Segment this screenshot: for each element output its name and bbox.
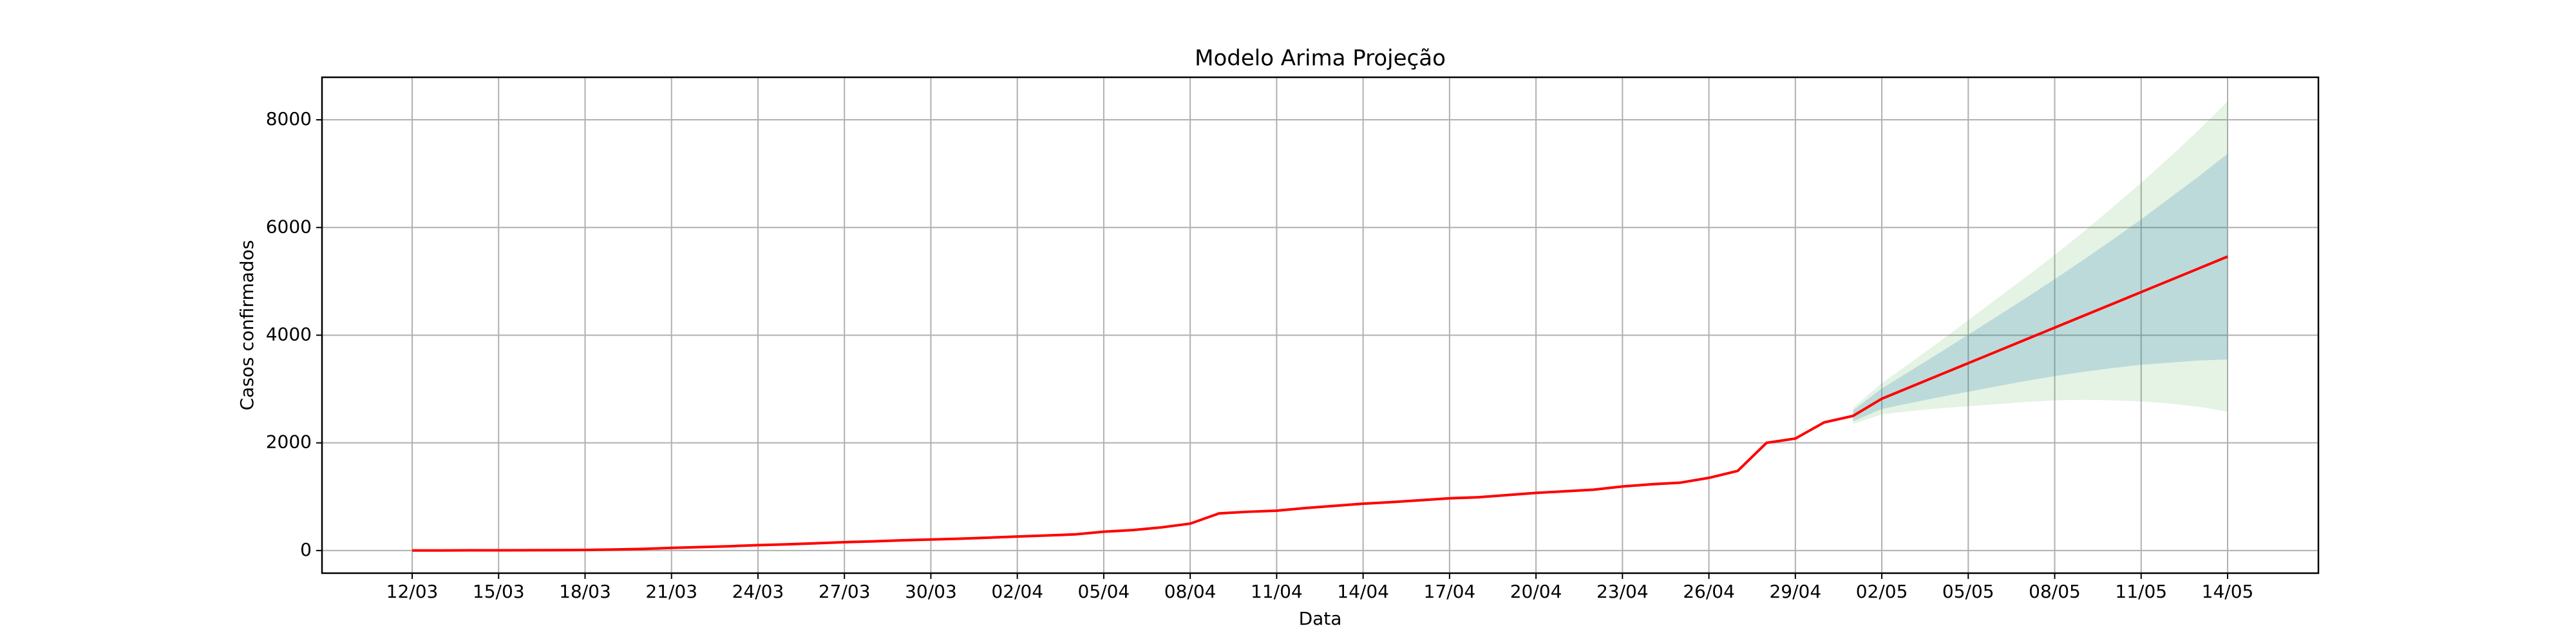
x-tick-label: 18/03: [559, 581, 611, 602]
x-tick-label: 24/03: [732, 581, 784, 602]
x-tick-label: 05/05: [1942, 581, 1994, 602]
line: [412, 255, 2228, 552]
chart-title: Modelo Arima Projeção: [1195, 46, 1446, 71]
y-axis-label: Casos confirmados: [236, 240, 258, 411]
x-tick-label: 08/05: [2029, 581, 2081, 602]
x-tick-label: 30/03: [905, 581, 957, 602]
x-tick-label: 14/04: [1337, 581, 1389, 602]
x-tick-label: 05/04: [1078, 581, 1130, 602]
x-tick-label: 15/03: [473, 581, 525, 602]
x-tick-label: 26/04: [1683, 581, 1735, 602]
x-tick-label: 08/04: [1164, 581, 1217, 602]
x-axis-label: Data: [1299, 608, 1342, 629]
x-tick-label: 29/04: [1769, 581, 1821, 602]
x-tick-label: 14/05: [2202, 581, 2254, 602]
x-tick-label: 27/03: [819, 581, 871, 602]
y-tick-label: 6000: [266, 216, 312, 237]
plot-frame: [321, 76, 2320, 574]
y-tick-label: 8000: [266, 108, 312, 129]
y-tick-label: 4000: [266, 323, 312, 345]
x-tick-label: 11/04: [1251, 581, 1303, 602]
confidence-band: [1853, 153, 2228, 422]
x-tick-label: 23/04: [1596, 581, 1649, 602]
x-tick-label: 17/04: [1424, 581, 1476, 602]
y-tick-label: 0: [300, 539, 312, 560]
x-tick-label: 21/03: [645, 581, 697, 602]
x-tick-label: 11/05: [2115, 581, 2167, 602]
x-tick-label: 20/04: [1510, 581, 1562, 602]
y-tick-label: 2000: [266, 431, 312, 453]
x-tick-label: 02/04: [991, 581, 1043, 602]
confidence-band: [1853, 101, 2228, 424]
x-tick-label: 02/05: [1856, 581, 1908, 602]
x-tick-label: 12/03: [386, 581, 439, 602]
